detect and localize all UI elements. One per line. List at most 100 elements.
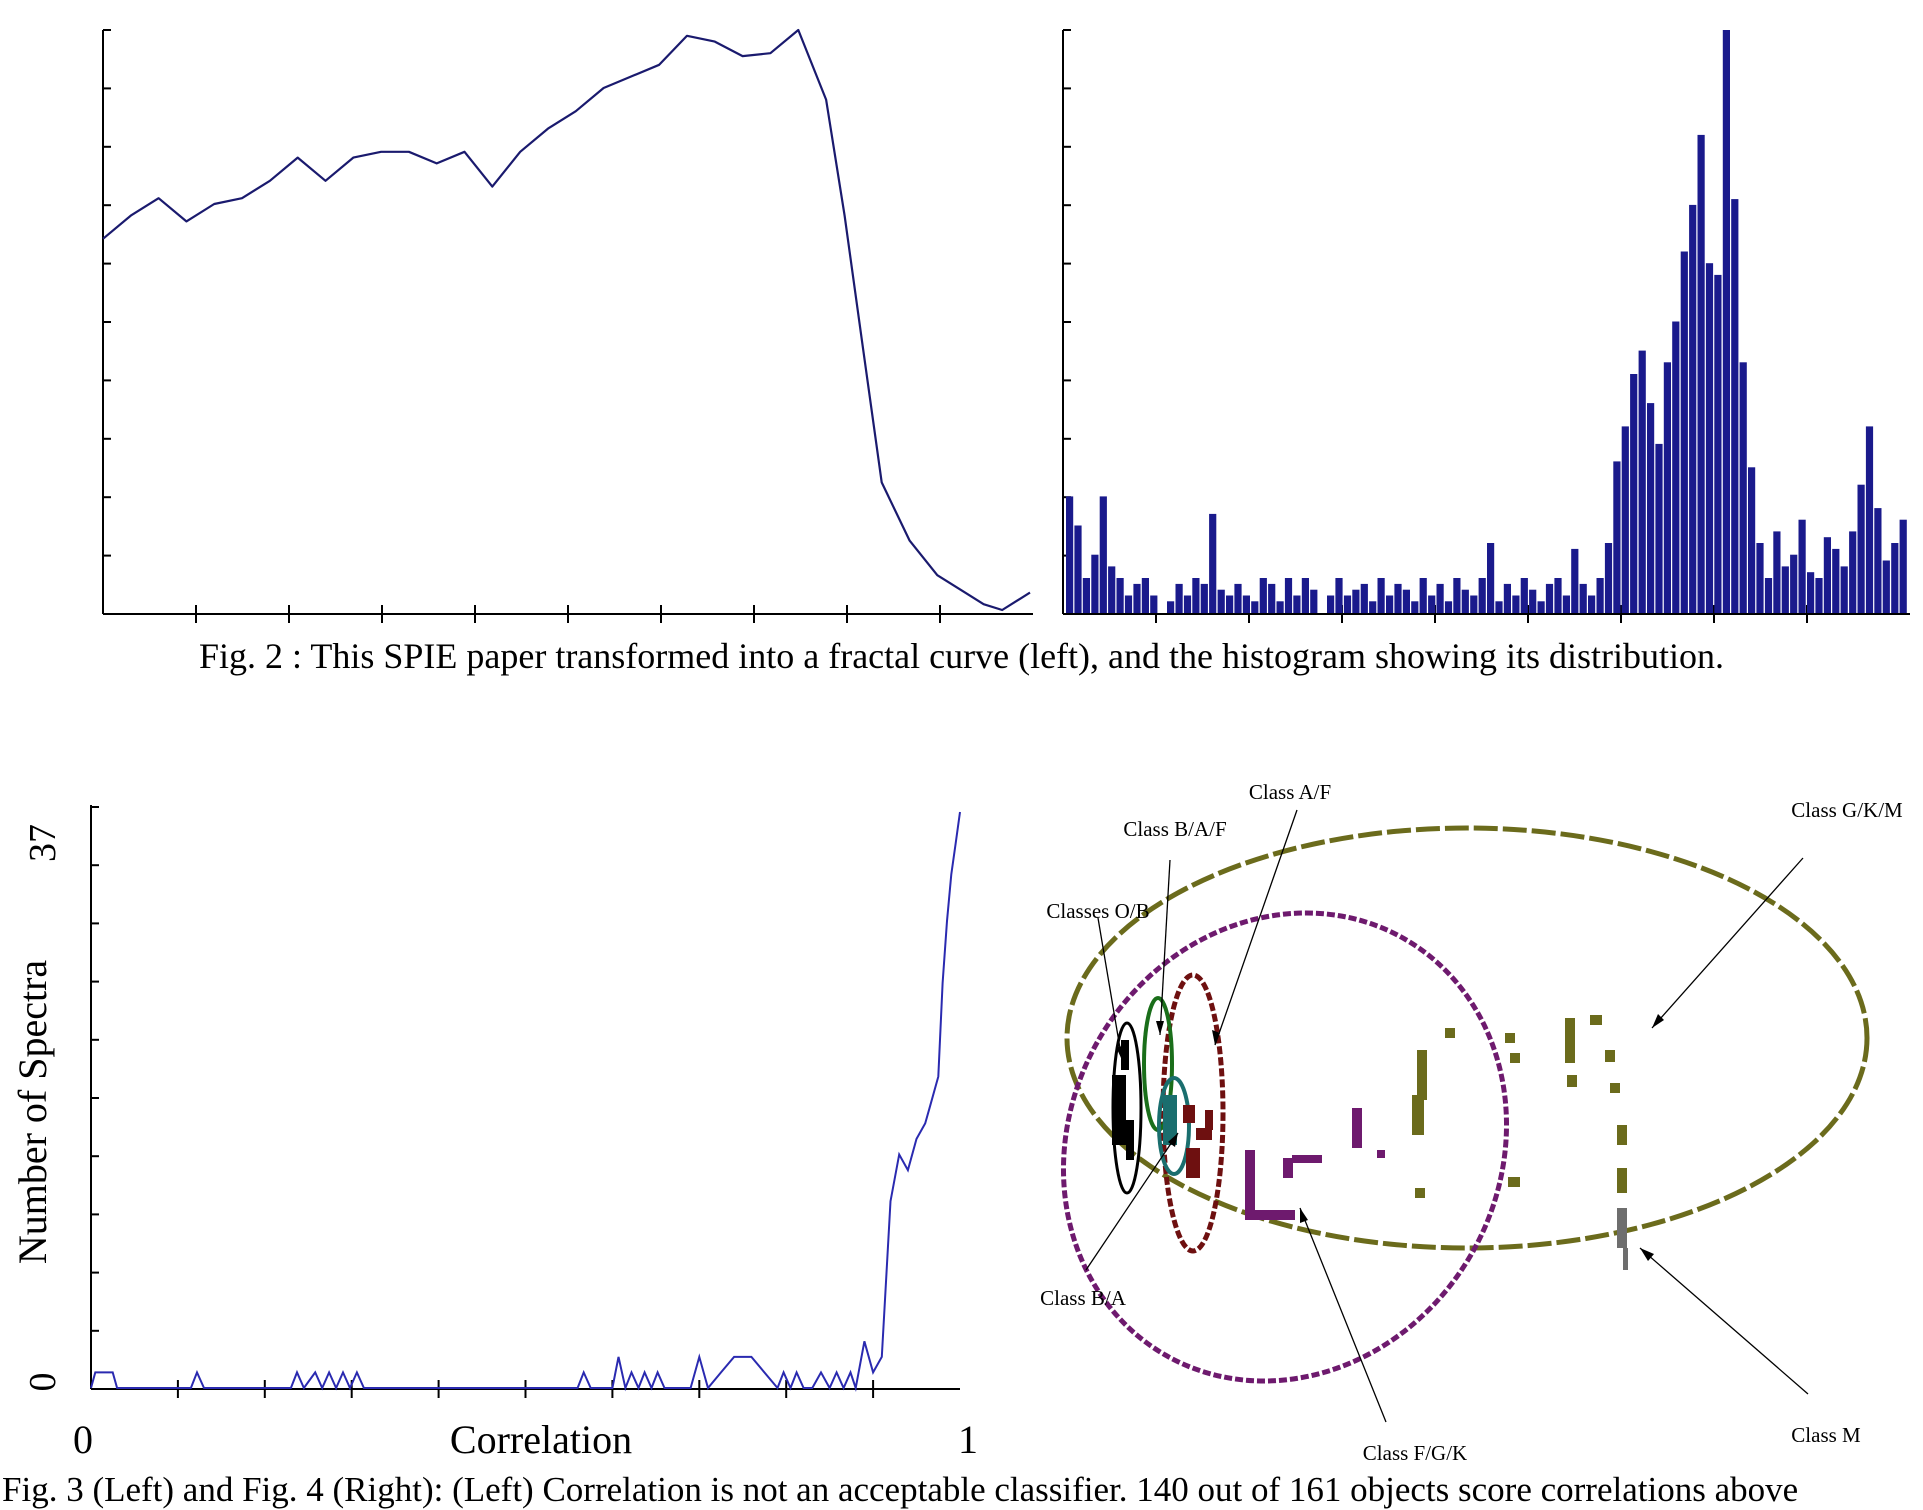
gkm-point-block — [1417, 1050, 1427, 1100]
histogram-bar — [1689, 204, 1697, 613]
label-class-ba: Class B/A — [1040, 1286, 1127, 1310]
histogram-bar — [1082, 578, 1090, 613]
af-point-block — [1196, 1128, 1212, 1140]
gkm-point-block — [1565, 1018, 1575, 1063]
histogram-bar — [1672, 321, 1680, 613]
histogram-bar — [1478, 578, 1486, 613]
histogram-bar — [1209, 513, 1217, 613]
label-classes-ob: Classes O/B — [1046, 899, 1149, 923]
gkm-point-block — [1505, 1033, 1515, 1043]
histogram-bar — [1647, 403, 1655, 613]
label-class-af: Class A/F — [1249, 780, 1331, 804]
histogram-bar — [1655, 443, 1663, 613]
histogram-bar — [1217, 589, 1225, 613]
histogram-bar — [1259, 578, 1267, 613]
histogram-bar — [1865, 426, 1874, 613]
histogram-bar — [1891, 543, 1899, 613]
arrowhead-ob — [1116, 1046, 1124, 1060]
histogram-bar — [1849, 531, 1857, 613]
histogram-bar — [1276, 601, 1284, 613]
histogram-bar — [1234, 583, 1242, 614]
histogram-bars — [1066, 30, 1907, 614]
histogram-bar — [1722, 30, 1730, 613]
histogram-bar — [1335, 578, 1343, 613]
histogram-bar — [1579, 583, 1587, 614]
correlation-xtick-left: 0 — [73, 1417, 93, 1462]
fgk-point-block — [1250, 1210, 1295, 1220]
fgk-point-block — [1292, 1155, 1322, 1163]
leader-af — [1214, 809, 1298, 1046]
arrowhead-m — [1640, 1248, 1654, 1261]
histogram-bar — [1756, 543, 1764, 613]
fgk-point-block — [1283, 1158, 1293, 1178]
m-point-block — [1617, 1208, 1627, 1248]
correlation-xtick-right: 1 — [958, 1417, 978, 1462]
label-class-gkm: Class G/K/M — [1791, 798, 1903, 822]
histogram-bar — [1790, 554, 1798, 613]
af-point-block — [1183, 1105, 1195, 1123]
gkm-point-block — [1415, 1188, 1425, 1198]
histogram-bar — [1386, 595, 1394, 613]
histogram-bar — [1680, 251, 1688, 613]
histogram-bar — [1798, 519, 1806, 613]
gkm-point-block — [1508, 1177, 1520, 1187]
annotation-leader-lines — [1085, 809, 1809, 1423]
label-class-m: Class M — [1791, 1423, 1861, 1447]
histogram-bar — [1823, 537, 1831, 613]
histogram-bar — [1487, 543, 1495, 613]
leader-m — [1639, 1247, 1809, 1395]
gkm-point-block — [1445, 1028, 1455, 1038]
histogram-bar — [1360, 583, 1368, 614]
fgk-point-block — [1377, 1150, 1385, 1158]
histogram-bar — [1604, 543, 1613, 613]
correlation-ytick-bottom: 0 — [22, 1373, 64, 1392]
histogram-bar — [1411, 601, 1419, 613]
gkm-point-block — [1610, 1083, 1620, 1093]
histogram-bar — [1545, 583, 1554, 614]
histogram-bar — [1832, 548, 1840, 613]
histogram-bar — [1167, 601, 1175, 613]
histogram-bar — [1369, 601, 1377, 613]
gkm-point-block — [1510, 1053, 1520, 1063]
leader-gkm — [1651, 857, 1804, 1029]
histogram-bar — [1116, 578, 1124, 613]
histogram-bar — [1621, 426, 1629, 613]
histogram-bar — [1394, 583, 1402, 614]
label-class-baf: Class B/A/F — [1123, 817, 1226, 841]
histogram-bar — [1343, 595, 1352, 613]
histogram-bar — [1596, 578, 1604, 613]
histogram-bar — [1588, 595, 1596, 613]
histogram-bar — [1630, 374, 1638, 613]
af-point-block — [1205, 1110, 1213, 1130]
ob-point-block — [1112, 1075, 1126, 1145]
histogram-x-ticks — [1155, 605, 1808, 623]
fractal-curve-chart — [102, 28, 1033, 623]
gkm-point-block — [1617, 1125, 1627, 1145]
histogram-bar — [1807, 572, 1815, 613]
histogram-bar — [1453, 578, 1461, 613]
gkm-point-block — [1412, 1095, 1424, 1135]
fgk-point-block — [1352, 1108, 1362, 1148]
correlation-line — [90, 811, 961, 1392]
histogram-bar — [1099, 496, 1107, 613]
leader-ob — [1097, 917, 1123, 1061]
correlation-ylabel: Number of Spectra — [10, 960, 55, 1265]
histogram-bar — [1327, 595, 1335, 613]
fgk-point-block — [1245, 1150, 1255, 1220]
histogram-bar — [1268, 583, 1276, 614]
class-m-points — [1617, 1208, 1628, 1270]
histogram-bar — [1066, 496, 1074, 613]
histogram-bar — [1175, 583, 1183, 614]
histogram-bar — [1554, 578, 1562, 613]
histogram-bar — [1697, 134, 1705, 613]
histogram-bar — [1495, 601, 1503, 613]
correlation-ytick-top: 37 — [22, 824, 64, 862]
gkm-point-block — [1567, 1075, 1577, 1087]
figure2-caption: Fig. 2 : This SPIE paper transformed int… — [198, 636, 1725, 676]
class-ba-ellipse — [1157, 1076, 1191, 1176]
histogram-bar — [1571, 548, 1579, 613]
histogram-bar — [1537, 601, 1545, 613]
histogram-bar — [1882, 560, 1890, 613]
m-point-block — [1623, 1248, 1628, 1270]
arrowhead-af — [1212, 1030, 1220, 1045]
